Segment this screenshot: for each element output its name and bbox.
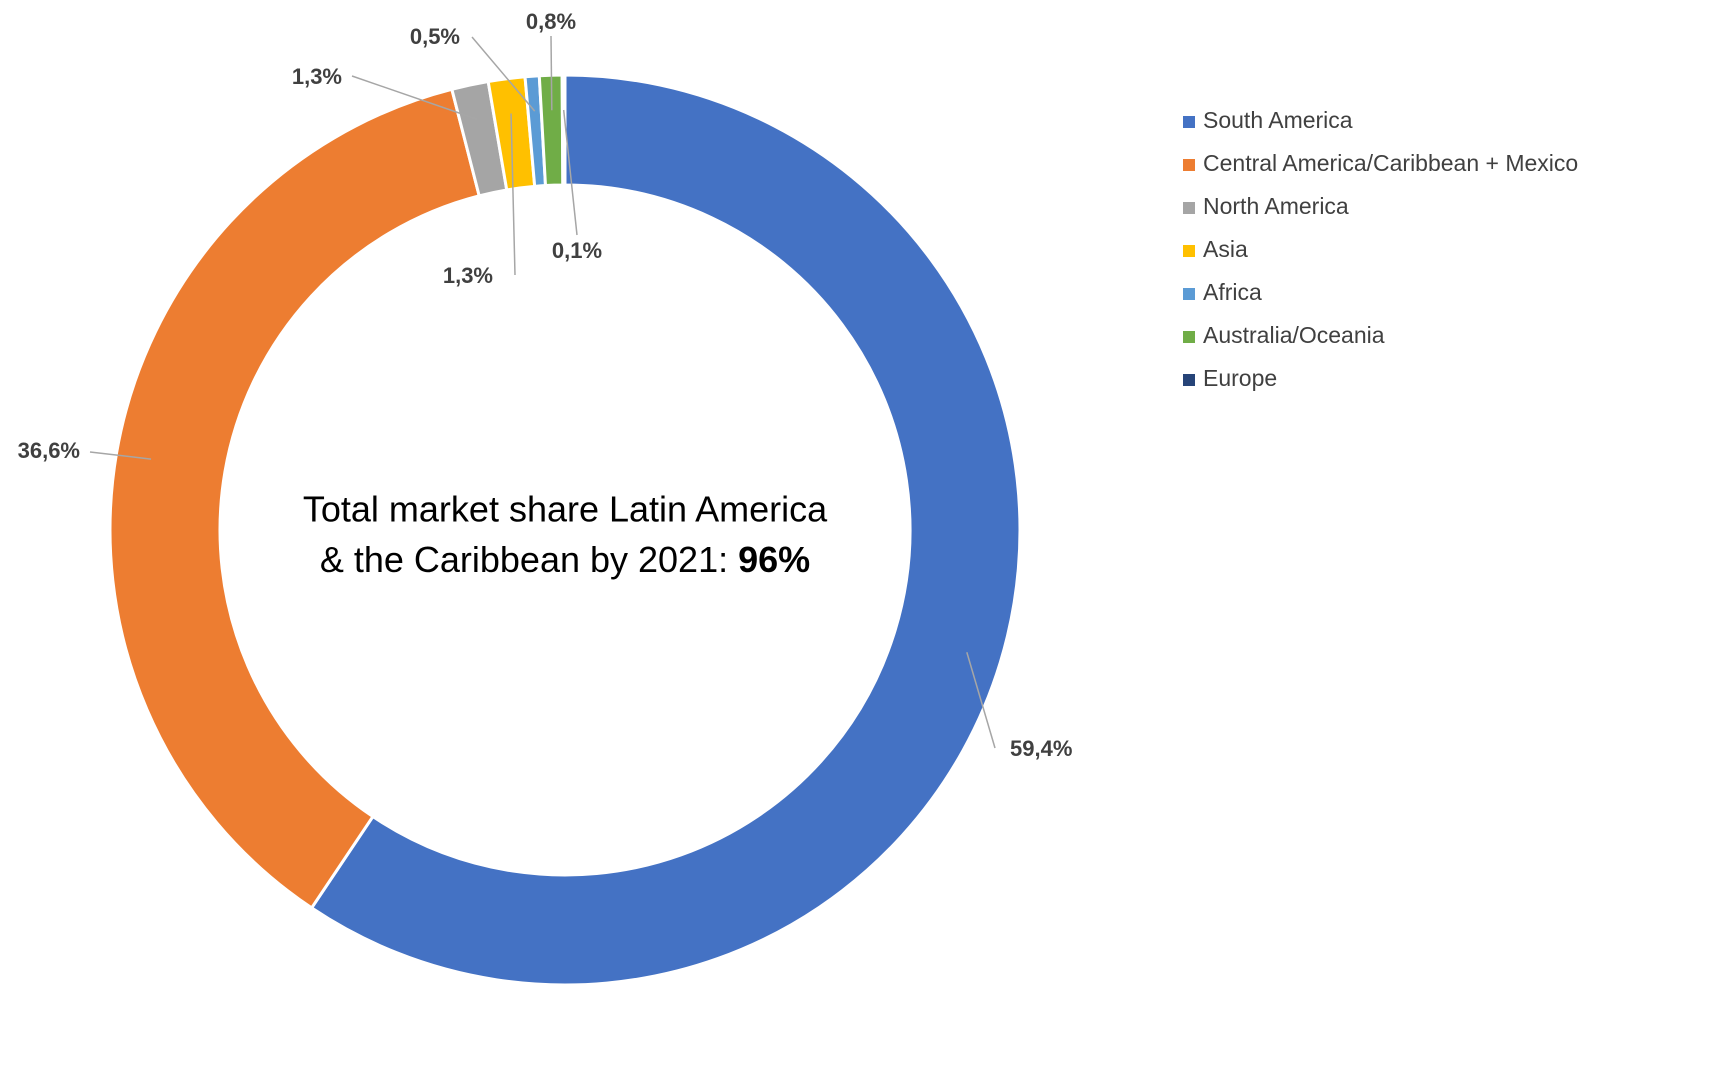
leader-line	[510, 113, 516, 276]
leader-line	[562, 109, 578, 236]
donut-slice	[108, 87, 482, 911]
donut-slice	[560, 73, 567, 187]
legend-swatch	[1183, 288, 1195, 300]
legend-label: South America	[1203, 107, 1353, 133]
legend-swatch	[1183, 331, 1195, 343]
legend-label: Central America/Caribbean + Mexico	[1203, 150, 1578, 176]
legend-label: Africa	[1203, 279, 1262, 305]
data-label: 0,1%	[552, 238, 602, 263]
data-label: 1,3%	[443, 263, 493, 288]
legend-label: North America	[1203, 193, 1349, 219]
data-label: 0,8%	[526, 9, 576, 34]
center-text: Total market share Latin America	[303, 489, 828, 530]
legend-swatch	[1183, 374, 1195, 386]
center-text: & the Caribbean by 2021:	[320, 539, 728, 580]
legend-swatch	[1183, 116, 1195, 128]
legend-swatch	[1183, 245, 1195, 257]
center-text: & the Caribbean by 2021: 96%	[320, 539, 810, 580]
legend-label: Europe	[1203, 365, 1277, 391]
donut-slice	[309, 73, 1022, 987]
data-label: 1,3%	[292, 64, 342, 89]
center-total: 96%	[738, 539, 810, 580]
leader-line	[966, 652, 996, 749]
leader-line	[351, 75, 478, 120]
data-label: 36,6%	[18, 438, 80, 463]
data-label: 0,5%	[410, 24, 460, 49]
leader-line	[89, 451, 152, 460]
data-label: 59,4%	[1010, 736, 1072, 761]
legend-swatch	[1183, 159, 1195, 171]
leader-line	[550, 35, 553, 111]
leader-line	[471, 36, 536, 112]
legend-label: Australia/Oceania	[1203, 322, 1385, 348]
legend-label: Asia	[1203, 236, 1248, 262]
legend-swatch	[1183, 202, 1195, 214]
